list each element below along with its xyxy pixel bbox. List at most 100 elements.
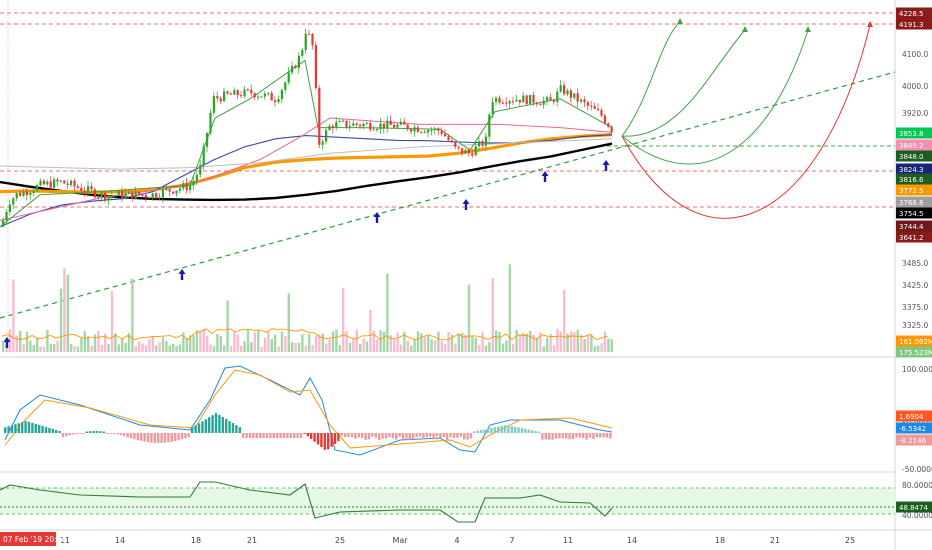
macd-histogram-bar — [68, 433, 71, 436]
macd-pane — [0, 360, 895, 470]
macd-histogram-bar — [153, 433, 156, 443]
candle-body — [151, 193, 154, 199]
candle-body — [338, 120, 341, 122]
buy-arrow-icon — [462, 199, 470, 210]
volume-bar — [318, 334, 321, 352]
macd-histogram-bar — [605, 433, 609, 438]
x-tick-label: 18 — [191, 536, 201, 545]
candle-body — [549, 97, 552, 101]
projection-arrowhead — [742, 26, 748, 32]
volume-bar — [257, 330, 260, 352]
buy-arrow-icon — [602, 160, 610, 171]
volume-bar — [114, 333, 117, 352]
macd-histogram-bar — [140, 433, 143, 441]
volume-bar — [246, 330, 250, 352]
volume-bar — [539, 332, 542, 352]
candle-body — [556, 91, 559, 102]
candle-body — [280, 89, 283, 100]
candle-body — [277, 99, 280, 103]
candle-body — [396, 124, 399, 128]
candle-body — [263, 93, 266, 97]
candle-body — [121, 190, 124, 199]
macd-histogram-bar — [323, 433, 326, 450]
volume-bar — [427, 335, 430, 352]
volume-bar — [413, 338, 416, 352]
macd-histogram-bar — [350, 433, 354, 438]
candle-body — [46, 181, 49, 185]
macd-histogram-bar — [371, 433, 374, 437]
macd-histogram-bar — [187, 433, 190, 438]
macd-histogram-bar — [116, 433, 119, 435]
candle-body — [393, 124, 396, 128]
macd-histogram-bar — [439, 433, 442, 438]
candle-body — [124, 193, 127, 199]
candle-body — [39, 180, 42, 186]
candle-body — [127, 191, 130, 194]
price-label: 3848.0 — [899, 153, 924, 161]
candle-body — [580, 99, 583, 102]
candle-body — [155, 193, 158, 198]
candle-body — [433, 128, 436, 131]
macd-histogram-bar — [191, 427, 194, 433]
candle-body — [223, 91, 226, 102]
volume-bar — [209, 344, 212, 352]
macd-histogram-bar — [123, 433, 126, 437]
candle-body — [607, 123, 610, 127]
candle-body — [454, 141, 457, 147]
macd-histogram-bar — [313, 433, 316, 442]
candle-body — [498, 97, 501, 103]
candle-body — [104, 192, 107, 200]
candle-body — [508, 101, 511, 104]
volume-bar — [80, 338, 83, 352]
candle-body — [345, 120, 348, 127]
candle-body — [209, 112, 212, 133]
macd-histogram-bar — [510, 426, 513, 433]
price-label: 4191.3 — [899, 21, 924, 29]
volume-bar — [399, 344, 403, 352]
candle-body — [464, 150, 467, 154]
price-label: 3824.3 — [899, 166, 924, 174]
candle-body — [236, 90, 239, 96]
volume-bar — [202, 329, 205, 352]
volume-bar — [287, 293, 290, 352]
candle-body — [22, 191, 25, 196]
candle-body — [471, 153, 474, 156]
volume-bar — [328, 339, 331, 352]
candle-body — [597, 108, 600, 111]
volume-bar — [325, 343, 328, 352]
volume-bar — [100, 345, 103, 352]
candle-body — [32, 191, 35, 193]
candle-body — [63, 180, 66, 184]
macd-histogram-bar — [293, 433, 296, 438]
volume-bar — [168, 345, 171, 352]
volume-bar — [518, 334, 522, 352]
candle-body — [403, 121, 406, 125]
macd-label: -8.2146 — [899, 437, 927, 445]
price-label-box — [896, 150, 932, 162]
volume-bar — [308, 333, 311, 352]
price-label-box — [896, 173, 932, 185]
candle-body — [308, 33, 311, 35]
volume-bar — [53, 343, 56, 352]
volume-bar — [226, 300, 229, 352]
volume-bar — [297, 342, 301, 352]
macd-histogram-bar — [157, 433, 160, 443]
candle-body — [144, 194, 147, 198]
macd-histogram-bar — [469, 433, 473, 439]
volume-bar — [467, 284, 471, 352]
volume-bar — [172, 343, 175, 352]
volume-bar — [25, 331, 29, 352]
volume-bar — [430, 339, 433, 352]
volume-bar — [294, 342, 297, 352]
volume-bar — [549, 333, 552, 352]
candle-body — [250, 89, 253, 94]
x-tick-label: 11 — [60, 536, 70, 545]
macd-histogram-bar — [218, 414, 221, 433]
volume-bar — [155, 345, 158, 352]
macd-histogram-bar — [72, 433, 75, 435]
volume-bar — [63, 268, 66, 352]
volume-bar — [498, 331, 501, 352]
volume-bar — [8, 329, 12, 352]
volume-bar — [376, 339, 379, 352]
price-pane — [0, 0, 895, 355]
